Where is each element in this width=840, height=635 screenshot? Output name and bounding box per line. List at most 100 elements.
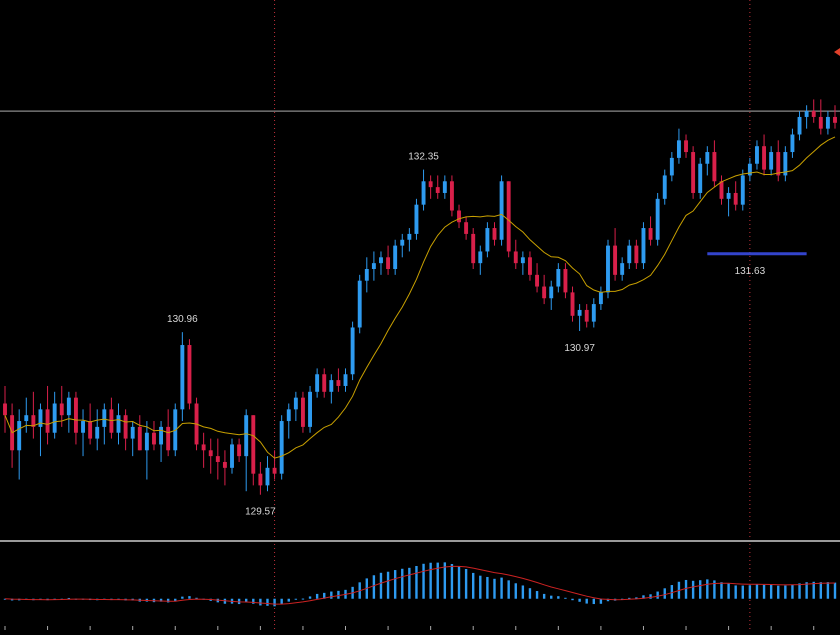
histogram-bar xyxy=(798,583,801,599)
candle-body xyxy=(215,456,220,462)
histogram-bar xyxy=(777,585,780,599)
candle-body xyxy=(818,116,823,129)
candle-body xyxy=(747,163,752,176)
candle-body xyxy=(293,397,298,410)
oscillator-signal-line xyxy=(4,565,836,605)
candle-body xyxy=(570,292,575,316)
candle-body xyxy=(797,116,802,135)
histogram-bar xyxy=(330,591,333,599)
candle-body xyxy=(471,233,476,264)
price-annotation-label: 130.96 xyxy=(167,314,198,325)
candle-body xyxy=(201,444,206,451)
candle-body xyxy=(137,426,142,451)
candle-body xyxy=(336,380,341,386)
histogram-bar xyxy=(294,598,298,600)
histogram-bar xyxy=(606,598,610,602)
candle-body xyxy=(66,397,71,416)
histogram-bar xyxy=(10,598,14,601)
candle-body xyxy=(442,181,447,193)
candle-body xyxy=(563,269,568,293)
candle-body xyxy=(102,409,107,427)
candle-body xyxy=(159,426,164,445)
candle-body xyxy=(648,228,653,240)
candle-body xyxy=(457,210,461,223)
candle-body xyxy=(811,111,816,117)
histogram-bar xyxy=(670,585,674,599)
candle-body xyxy=(357,280,362,328)
candle-body xyxy=(152,432,156,445)
candle-body xyxy=(549,286,554,299)
candle-body xyxy=(719,181,724,199)
candle-body xyxy=(669,157,674,176)
candle-body xyxy=(379,257,383,264)
histogram-bar xyxy=(401,568,404,599)
histogram-bar xyxy=(769,584,773,599)
histogram-bar xyxy=(486,576,489,599)
candle-body xyxy=(492,228,497,240)
candle-body xyxy=(662,175,667,199)
histogram-bar xyxy=(727,583,730,599)
candle-body xyxy=(478,251,483,264)
histogram-bar xyxy=(521,585,525,599)
histogram-bar xyxy=(833,582,837,599)
histogram-bar xyxy=(393,570,397,599)
candle-body xyxy=(520,257,525,264)
histogram-bar xyxy=(713,580,716,599)
candle-body xyxy=(762,146,767,170)
histogram-bar xyxy=(741,585,744,599)
histogram-bar xyxy=(273,598,276,607)
candle-body xyxy=(52,403,57,433)
histogram-bar xyxy=(436,562,439,599)
price-annotations: 130.96 129.57 132.35 130.97 131.63 xyxy=(167,152,766,518)
candle-body xyxy=(776,152,781,176)
candle-body xyxy=(286,409,291,422)
histogram-bar xyxy=(819,582,823,599)
histogram-bar xyxy=(699,580,702,599)
histogram-bar xyxy=(174,598,177,601)
candle-body xyxy=(371,263,376,269)
candle-body xyxy=(187,345,192,404)
candle-body xyxy=(542,286,547,299)
candle-body xyxy=(208,450,213,457)
histogram-bar xyxy=(500,577,503,599)
histogram-bar xyxy=(252,598,255,604)
histogram-bar xyxy=(684,579,688,599)
candle-body xyxy=(705,152,710,164)
histogram-bar xyxy=(542,593,546,599)
candle-body xyxy=(350,327,355,375)
histogram-bar xyxy=(181,596,184,599)
histogram-bar xyxy=(464,568,468,599)
histogram-bar xyxy=(599,598,603,604)
candle-body xyxy=(414,204,419,234)
histogram-bar xyxy=(287,598,290,602)
candle-body xyxy=(755,146,759,164)
histogram-bar xyxy=(372,575,376,599)
histogram-bar xyxy=(266,598,269,606)
candle-body xyxy=(485,228,490,252)
candlestick-series[interactable] xyxy=(3,99,837,495)
histogram-bar xyxy=(784,585,787,599)
candle-body xyxy=(31,415,36,427)
candle-body xyxy=(506,181,511,252)
candle-body xyxy=(606,245,610,293)
candle-body xyxy=(698,163,703,193)
histogram-bar xyxy=(450,564,454,599)
histogram-bar xyxy=(429,562,432,599)
candle-body xyxy=(726,192,731,199)
price-annotation-label: 132.35 xyxy=(408,152,439,163)
candle-body xyxy=(393,245,398,269)
candle-body xyxy=(123,415,128,439)
histogram-bar xyxy=(507,580,510,599)
time-axis-ticks xyxy=(4,626,815,630)
histogram-bar xyxy=(479,575,482,599)
candle-body xyxy=(740,175,745,205)
candle-body xyxy=(421,181,426,205)
histogram-bar xyxy=(748,585,752,599)
candle-body xyxy=(804,111,809,117)
histogram-bar xyxy=(557,596,560,599)
histogram-bar xyxy=(308,596,312,599)
histogram-bar xyxy=(706,579,709,599)
